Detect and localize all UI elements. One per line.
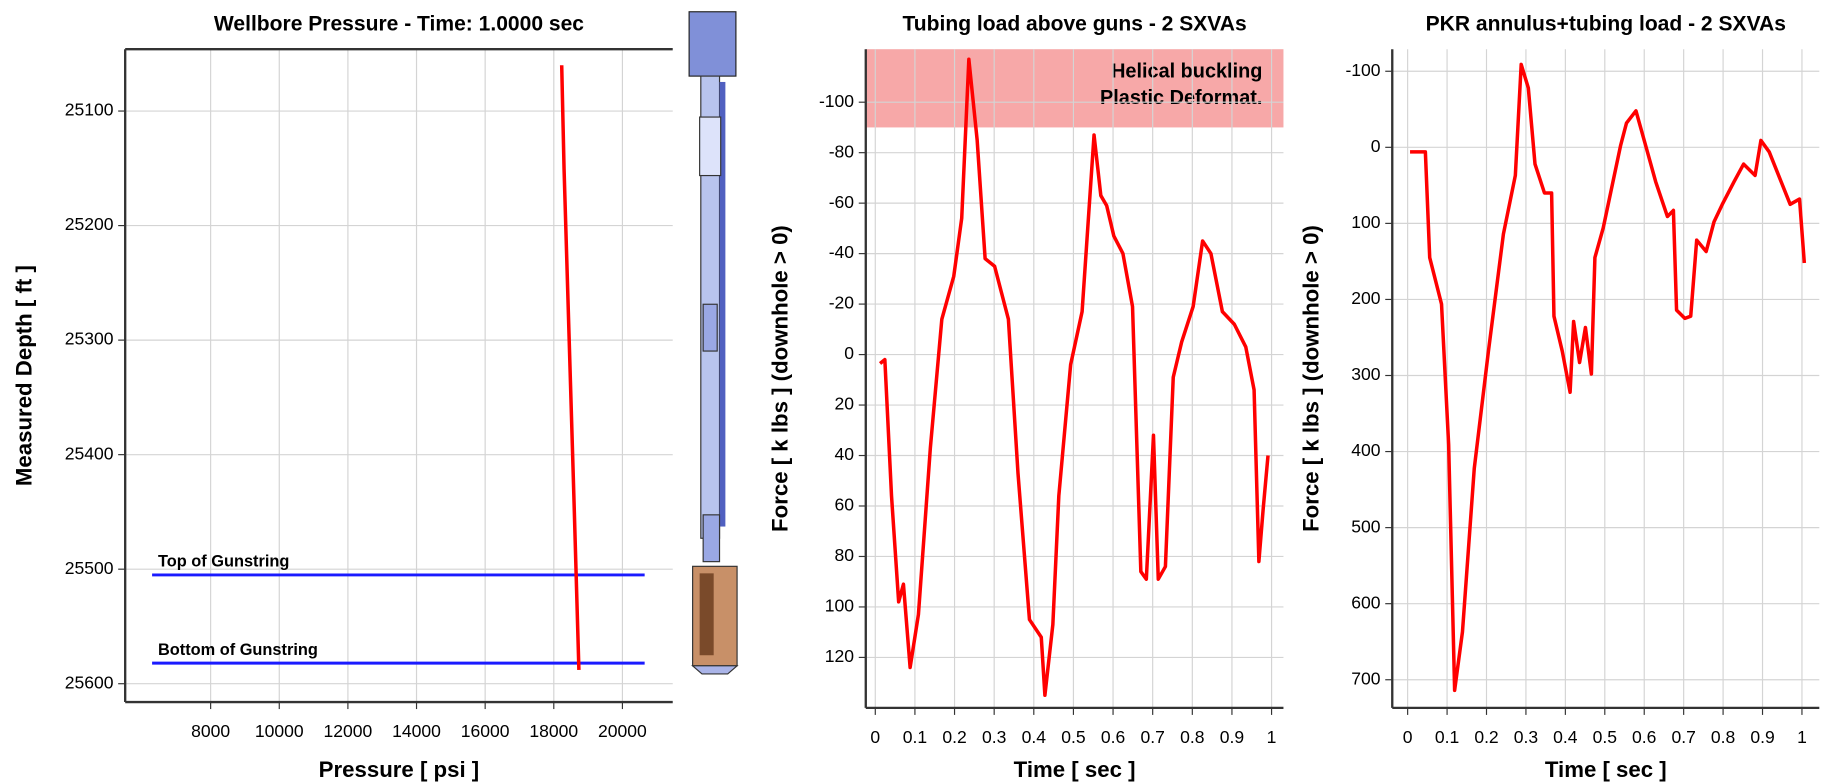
x-tick-label: 0.5 (1593, 727, 1618, 747)
y-tick-label: -20 (829, 293, 855, 313)
x-tick-label: 0.1 (1435, 727, 1459, 747)
figure: 8000100001200014000160001800020000251002… (0, 0, 1831, 784)
x-tick-label: 1 (1267, 727, 1277, 747)
x-tick-label: 12000 (324, 721, 373, 741)
x-tick-label: 0.4 (1553, 727, 1578, 747)
x-tick-label: 0.6 (1632, 727, 1656, 747)
x-tick-label: 0 (870, 727, 880, 747)
x-tick-label: 20000 (598, 721, 647, 741)
data-line (562, 65, 579, 670)
chart-title: PKR annulus+tubing load - 2 SXVAs (1426, 12, 1786, 35)
x-tick-label: 18000 (529, 721, 578, 741)
x-axis-label: Time [ sec ] (1014, 757, 1136, 782)
x-tick-label: 0.9 (1750, 727, 1774, 747)
chart-title: Tubing load above guns - 2 SXVAs (903, 12, 1247, 35)
x-tick-label: 0.9 (1220, 727, 1244, 747)
band-label: Plastic Deformat. (1100, 87, 1262, 109)
data-line (880, 59, 1268, 695)
y-tick-label: 20 (835, 394, 855, 414)
x-tick-label: 10000 (255, 721, 304, 741)
y-axis-label: Force [ k lbs ] (downhole > 0) (1299, 225, 1324, 532)
x-tick-label: 0 (1403, 727, 1413, 747)
x-tick-label: 0.7 (1671, 727, 1695, 747)
y-tick-label: 25500 (65, 558, 114, 578)
y-tick-label: 300 (1351, 364, 1381, 384)
y-tick-label: 80 (835, 545, 855, 565)
packer (700, 117, 721, 175)
bullnose (693, 666, 737, 674)
reference-label: Top of Gunstring (158, 553, 289, 571)
y-tick-label: 600 (1351, 592, 1381, 612)
y-tick-label: 0 (844, 343, 854, 363)
y-tick-label: 500 (1351, 516, 1381, 536)
y-tick-label: 100 (825, 596, 855, 616)
y-tick-label: 200 (1351, 288, 1381, 308)
x-tick-label: 0.5 (1061, 727, 1086, 747)
wellhead (689, 12, 736, 76)
y-axis-label: Force [ k lbs ] (downhole > 0) (767, 225, 792, 532)
x-tick-label: 14000 (392, 721, 441, 741)
y-tick-label: -100 (1345, 60, 1380, 80)
joint (703, 304, 717, 351)
y-tick-label: 25300 (65, 329, 114, 349)
y-tick-label: 700 (1351, 668, 1381, 688)
data-line (1410, 64, 1804, 690)
y-tick-label: -100 (819, 91, 854, 111)
y-tick-label: 25200 (65, 214, 114, 234)
x-tick-label: 0.3 (1514, 727, 1538, 747)
y-tick-label: 25400 (65, 443, 114, 463)
y-tick-label: 400 (1351, 440, 1381, 460)
y-tick-label: 100 (1351, 212, 1381, 232)
y-tick-label: -60 (829, 192, 855, 212)
x-tick-label: 0.3 (982, 727, 1006, 747)
y-tick-label: 25600 (65, 672, 114, 692)
joint (703, 515, 719, 562)
x-tick-label: 1 (1797, 727, 1807, 747)
x-tick-label: 16000 (461, 721, 510, 741)
x-tick-label: 0.2 (1474, 727, 1498, 747)
x-tick-label: 0.7 (1140, 727, 1164, 747)
y-tick-label: -40 (829, 242, 855, 262)
y-tick-label: 120 (825, 646, 855, 666)
x-axis-label: Pressure [ psi ] (319, 757, 480, 782)
gun-charges (700, 573, 714, 655)
y-tick-label: -80 (829, 141, 855, 161)
y-tick-label: 60 (835, 495, 855, 515)
y-tick-label: 40 (835, 444, 855, 464)
x-tick-label: 0.6 (1101, 727, 1125, 747)
y-tick-label: 25100 (65, 100, 114, 120)
band-label: Helical buckling (1111, 60, 1262, 82)
x-tick-label: 0.8 (1711, 727, 1735, 747)
x-tick-label: 0.4 (1022, 727, 1047, 747)
wellbore-diagram (689, 12, 737, 674)
x-axis-label: Time [ sec ] (1545, 757, 1667, 782)
x-tick-label: 0.1 (903, 727, 927, 747)
x-tick-label: 8000 (191, 721, 230, 741)
reference-label: Bottom of Gunstring (158, 641, 318, 659)
x-tick-label: 0.2 (942, 727, 966, 747)
chart-title: Wellbore Pressure - Time: 1.0000 sec (214, 12, 584, 35)
y-tick-label: 0 (1371, 136, 1381, 156)
x-tick-label: 0.8 (1180, 727, 1204, 747)
gun-string (693, 566, 737, 665)
y-axis-label: Measured Depth [ ft ] (12, 265, 37, 486)
